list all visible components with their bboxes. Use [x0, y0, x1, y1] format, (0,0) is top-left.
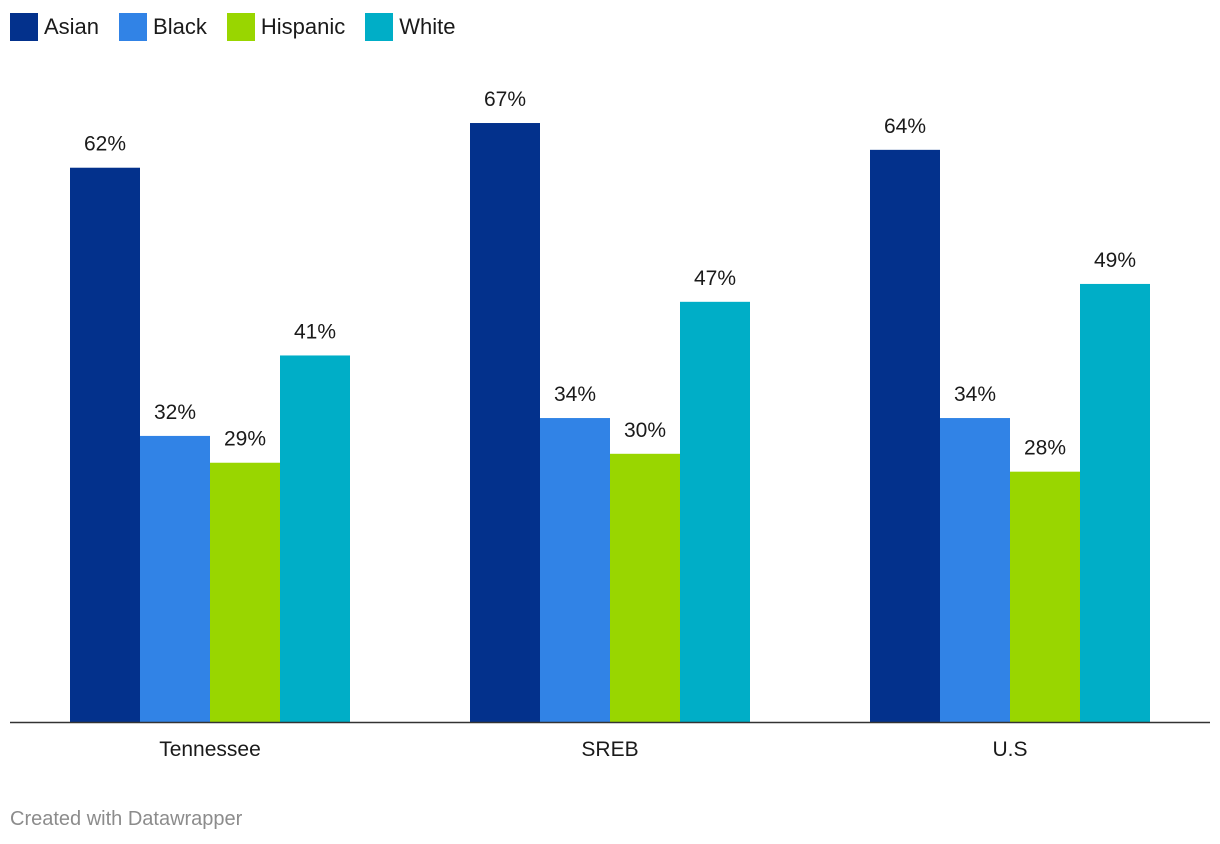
legend-label-black: Black [153, 14, 207, 39]
legend-label-asian: Asian [44, 14, 100, 39]
legend-item-asian: Asian [10, 13, 99, 41]
footer-credit: Created with Datawrapper [10, 808, 243, 830]
legend: Asian Black Hispanic White [10, 13, 475, 41]
data-label-black-us: 34% [954, 383, 996, 406]
bar-hispanic-sreb [610, 453, 680, 722]
data-label-white-sreb: 47% [694, 267, 736, 290]
x-tick-label-sreb: SREB [581, 738, 638, 761]
bar-asian-tennessee [70, 167, 140, 723]
data-label-black-tennessee: 32% [154, 401, 196, 424]
data-label-hispanic-us: 28% [1024, 437, 1066, 460]
legend-swatch-hispanic [226, 13, 255, 41]
legend-swatch-white [365, 13, 394, 41]
data-label-asian-sreb: 67% [484, 88, 526, 111]
bar-black-sreb [540, 418, 610, 722]
legend-label-hispanic: Hispanic [260, 14, 346, 39]
data-label-asian-tennessee: 62% [84, 133, 126, 156]
bar-black-tennessee [140, 435, 210, 722]
bar-white-sreb [680, 301, 750, 722]
legend-swatch-asian [10, 13, 38, 41]
data-label-white-tennessee: 41% [294, 320, 336, 343]
x-tick-label-tennessee: Tennessee [159, 738, 261, 761]
bar-black-us [940, 418, 1010, 722]
x-tick-label-us: U.S [992, 738, 1027, 761]
bar-white-us [1080, 283, 1150, 722]
bar-white-tennessee [280, 355, 350, 722]
data-label-hispanic-sreb: 30% [624, 419, 666, 442]
bar-asian-us [870, 149, 940, 723]
legend-item-white: White [365, 13, 455, 41]
legend-label-white: White [399, 14, 456, 39]
data-label-asian-us: 64% [884, 115, 926, 138]
data-label-white-us: 49% [1094, 249, 1136, 272]
legend-item-hispanic: Hispanic [226, 13, 346, 41]
data-label-black-sreb: 34% [554, 383, 596, 406]
data-label-hispanic-tennessee: 29% [224, 428, 266, 451]
bar-hispanic-us [1010, 471, 1080, 722]
legend-swatch-black [119, 13, 148, 41]
bar-asian-sreb [470, 123, 540, 722]
bar-hispanic-tennessee [210, 462, 280, 722]
legend-item-black: Black [119, 13, 207, 41]
